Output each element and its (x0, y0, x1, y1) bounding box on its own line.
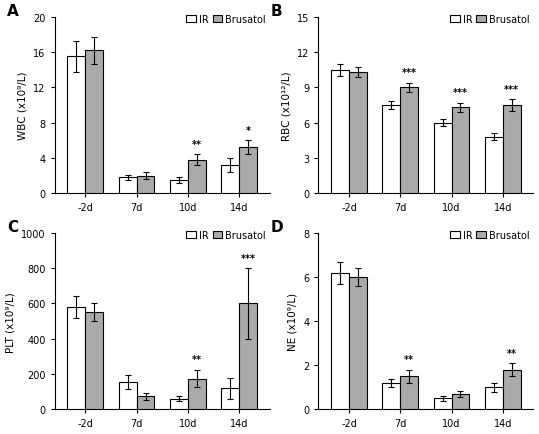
Legend: IR, Brusatol: IR, Brusatol (185, 14, 267, 26)
Text: ***: *** (504, 85, 519, 95)
Bar (85, 312, 103, 409)
Bar (188, 161, 206, 194)
Bar (221, 388, 239, 409)
Bar (382, 106, 400, 194)
Bar (400, 88, 418, 194)
Y-axis label: WBC (x10⁹/L): WBC (x10⁹/L) (18, 72, 27, 140)
Bar (188, 378, 206, 409)
Bar (331, 273, 349, 409)
Bar (136, 176, 155, 194)
Text: **: ** (507, 348, 517, 358)
Text: ***: *** (453, 88, 468, 98)
Bar (67, 307, 85, 409)
Bar (503, 370, 521, 409)
Bar (485, 138, 503, 194)
Bar (503, 106, 521, 194)
Bar (452, 108, 469, 194)
Text: **: ** (192, 355, 202, 365)
Text: **: ** (192, 140, 202, 150)
Text: ***: *** (240, 253, 255, 263)
Y-axis label: RBC (x10¹²/L): RBC (x10¹²/L) (281, 71, 292, 141)
Text: *: * (245, 126, 251, 136)
Bar (239, 304, 257, 409)
Bar (119, 178, 136, 194)
Bar (349, 277, 367, 409)
Bar (67, 57, 85, 194)
Legend: IR, Brusatol: IR, Brusatol (185, 229, 267, 241)
Bar (433, 398, 452, 409)
Bar (221, 166, 239, 194)
Bar (382, 383, 400, 409)
Y-axis label: PLT (x10⁹/L): PLT (x10⁹/L) (5, 291, 16, 352)
Text: D: D (271, 219, 284, 234)
Text: B: B (271, 3, 283, 19)
Text: C: C (8, 219, 18, 234)
Bar (170, 399, 188, 409)
Y-axis label: NE (x10⁹/L): NE (x10⁹/L) (288, 293, 298, 350)
Bar (485, 388, 503, 409)
Bar (349, 73, 367, 194)
Text: ***: *** (402, 68, 417, 78)
Bar (400, 376, 418, 409)
Legend: IR, Brusatol: IR, Brusatol (449, 14, 531, 26)
Bar (452, 394, 469, 409)
Bar (85, 51, 103, 194)
Text: A: A (8, 3, 19, 19)
Bar (119, 382, 136, 409)
Text: **: ** (404, 355, 414, 365)
Bar (331, 71, 349, 194)
Bar (170, 181, 188, 194)
Bar (433, 123, 452, 194)
Bar (136, 396, 155, 409)
Bar (239, 148, 257, 194)
Legend: IR, Brusatol: IR, Brusatol (449, 229, 531, 241)
